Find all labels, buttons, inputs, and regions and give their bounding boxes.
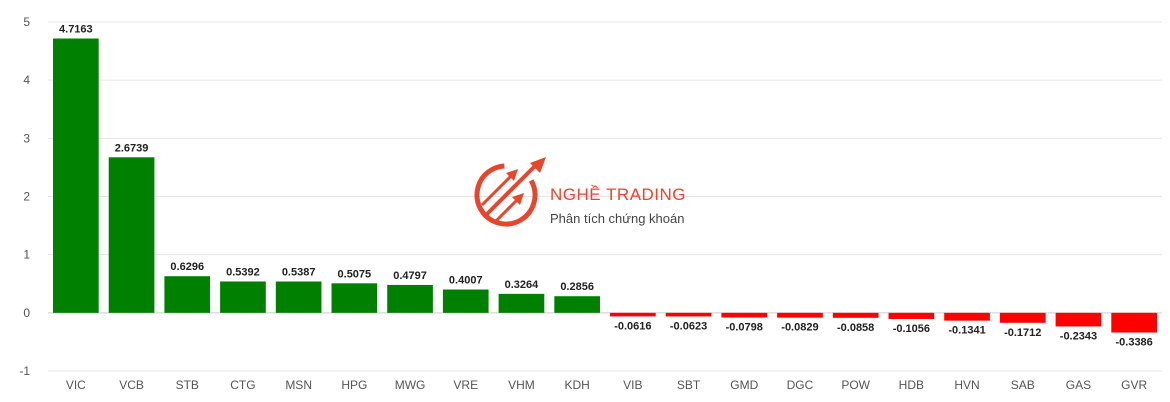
bar (108, 157, 155, 313)
bar (331, 283, 378, 313)
y-tick-label: -1 (19, 364, 30, 378)
bar (610, 312, 656, 317)
y-tick-label: 3 (23, 131, 30, 145)
x-tick-label: MWG (395, 378, 426, 392)
bar (777, 312, 823, 318)
data-label: -0.1341 (948, 325, 985, 337)
y-tick-label: 2 (23, 190, 30, 204)
bar (164, 276, 211, 313)
data-label: 2.6739 (115, 142, 149, 154)
data-label: 0.3264 (505, 279, 540, 291)
bar (944, 312, 990, 321)
bar (665, 312, 712, 317)
watermark-brand: NGHỀ TRADING (550, 185, 687, 204)
data-label: 0.6296 (170, 261, 204, 273)
data-label: 0.5075 (338, 268, 372, 280)
y-tick-label: 5 (23, 15, 30, 29)
x-tick-label: VRE (453, 378, 478, 392)
bar (498, 293, 545, 313)
x-tick-label: MSN (285, 378, 312, 392)
bar (387, 284, 433, 313)
data-label: -0.3386 (1115, 337, 1152, 349)
data-label: 0.2856 (560, 281, 594, 293)
bar (275, 281, 322, 313)
bar (1055, 312, 1102, 327)
bar (999, 312, 1046, 323)
data-label: 0.5387 (282, 266, 316, 278)
bar (888, 312, 935, 319)
x-tick-label: VIB (623, 378, 642, 392)
x-tick-label: VHM (508, 378, 535, 392)
y-tick-label: 0 (23, 306, 30, 320)
x-tick-label: VCB (119, 378, 144, 392)
data-label: 0.4007 (449, 275, 483, 287)
data-label: -0.0829 (781, 322, 818, 334)
data-label: -0.1712 (1004, 327, 1041, 339)
x-tick-label: CTG (230, 378, 255, 392)
data-label: 0.4797 (393, 270, 427, 282)
data-label: -0.0858 (837, 322, 874, 334)
bar (554, 296, 600, 313)
y-tick-label: 4 (23, 73, 30, 87)
x-tick-label: STB (176, 378, 199, 392)
watermark: NGHỀ TRADING Phân tích chứng khoán (468, 155, 728, 235)
bar (53, 38, 99, 313)
x-tick-label: GMD (730, 378, 758, 392)
x-tick-label: SBT (677, 378, 701, 392)
x-tick-label: HDB (899, 378, 924, 392)
bar (1111, 312, 1157, 333)
data-label: -0.0616 (614, 320, 651, 332)
x-tick-label: POW (841, 378, 870, 392)
data-label: -0.0798 (726, 321, 763, 333)
x-tick-label: KDH (564, 378, 589, 392)
bar (721, 312, 768, 318)
data-label: -0.0623 (670, 320, 707, 332)
bar (442, 289, 489, 313)
x-tick-label: HVN (954, 378, 979, 392)
x-tick-label: DGC (787, 378, 814, 392)
data-label: 0.5392 (226, 266, 260, 278)
x-tick-label: SAB (1011, 378, 1035, 392)
x-tick-label: GAS (1066, 378, 1091, 392)
x-tick-label: HPG (341, 378, 367, 392)
y-tick-label: 1 (23, 248, 30, 262)
bar (832, 312, 879, 318)
data-label: -0.2343 (1060, 330, 1097, 342)
data-label: -0.1056 (893, 323, 930, 335)
data-label: 4.7163 (59, 24, 93, 36)
x-tick-label: VIC (66, 378, 86, 392)
bar (220, 281, 266, 313)
trading-arrows-logo-icon (474, 157, 546, 227)
watermark-tagline: Phân tích chứng khoán (550, 211, 685, 226)
x-tick-label: GVR (1121, 378, 1147, 392)
